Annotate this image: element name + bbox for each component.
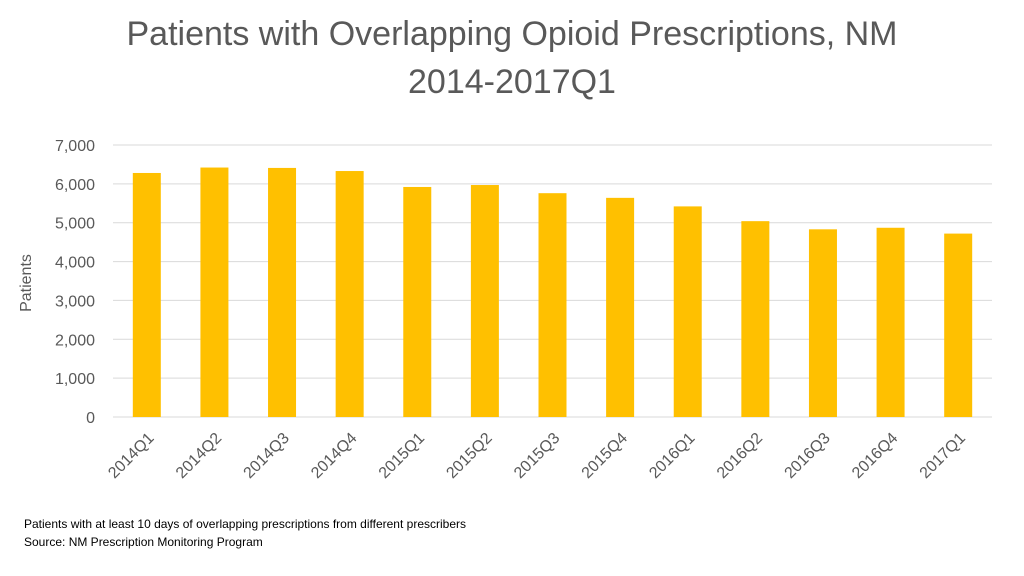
bar	[538, 193, 567, 417]
y-tick-label: 4,000	[55, 255, 95, 272]
y-tick-label: 3,000	[55, 293, 95, 310]
bar	[944, 233, 973, 417]
x-tick-label: 2016Q4	[849, 430, 901, 482]
footnote-definition: Patients with at least 10 days of overla…	[24, 517, 466, 531]
y-tick-label: 2,000	[55, 332, 95, 349]
x-tick-label: 2014Q3	[241, 430, 293, 482]
x-tick-label: 2017Q1	[917, 430, 969, 482]
bar	[403, 186, 432, 417]
bar	[876, 227, 905, 417]
bar	[200, 167, 229, 417]
x-tick-label: 2016Q3	[782, 430, 834, 482]
bar	[606, 197, 635, 417]
bar-chart: 0 1,000 2,000 3,000 4,000 5,000 6,000 7,000 Pati…	[18, 138, 992, 482]
x-tick-label: 2015Q2	[443, 430, 495, 482]
y-axis-title: Patients	[18, 254, 35, 312]
x-tick-label: 2015Q3	[511, 430, 563, 482]
y-tick-label: 7,000	[55, 138, 95, 155]
bar	[808, 229, 837, 417]
chart-subtitle: 2014-2017Q1	[408, 63, 616, 101]
bar	[673, 206, 702, 417]
bar	[470, 185, 499, 417]
bar	[741, 221, 770, 417]
x-tick-label: 2015Q1	[376, 430, 428, 482]
chart-title-line1: Patients with Overlapping Opioid Prescri…	[126, 15, 898, 53]
y-tick-label: 6,000	[55, 177, 95, 194]
y-tick-label: 5,000	[55, 216, 95, 233]
chart-title: Patients with Overlapping Opioid Prescri…	[0, 10, 1024, 106]
y-tick-label: 0	[86, 410, 95, 427]
footnote-source: Source: NM Prescription Monitoring Progr…	[24, 535, 263, 549]
bar	[268, 167, 297, 417]
x-tick-label: 2014Q2	[173, 430, 225, 482]
bar	[132, 172, 161, 417]
y-tick-label: 1,000	[55, 371, 95, 388]
x-tick-label: 2014Q1	[105, 430, 157, 482]
x-tick-label: 2014Q4	[308, 430, 360, 482]
x-tick-label: 2016Q2	[714, 430, 766, 482]
x-tick-label: 2015Q4	[579, 430, 631, 482]
x-tick-label: 2016Q1	[646, 430, 698, 482]
footnotes: Patients with at least 10 days of overla…	[24, 515, 466, 551]
bar	[335, 171, 364, 417]
